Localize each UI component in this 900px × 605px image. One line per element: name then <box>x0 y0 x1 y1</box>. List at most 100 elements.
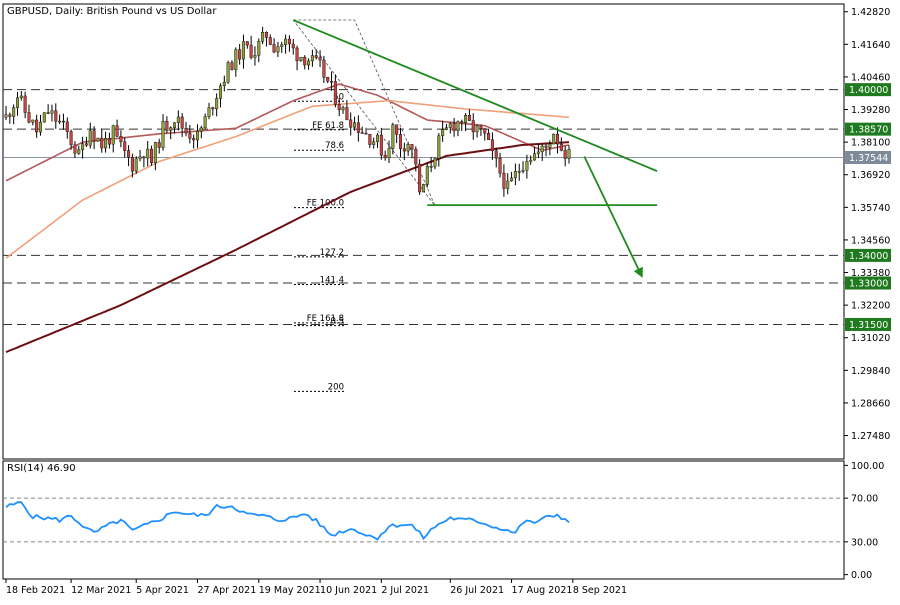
candle-body <box>548 143 552 148</box>
candle-body <box>46 112 50 114</box>
candle-body <box>287 38 291 45</box>
candle-body <box>8 114 12 117</box>
candle-body <box>383 154 387 159</box>
candle-body <box>138 156 142 160</box>
candle-body <box>100 137 104 149</box>
candle-body <box>391 124 395 149</box>
candle-body <box>50 110 54 114</box>
candle-body <box>299 56 303 62</box>
candle-body <box>31 119 35 123</box>
candle-body <box>536 151 540 154</box>
y-axis-tick-label: 1.42820 <box>851 7 890 18</box>
y-axis-tick-label: 1.29840 <box>851 366 890 377</box>
candle-body <box>475 125 479 133</box>
rsi-plot-area <box>2 460 845 580</box>
candle-body <box>322 59 326 78</box>
candle-body <box>157 142 161 148</box>
candle-body <box>276 46 280 53</box>
candle-body <box>245 41 249 46</box>
candle-body <box>65 121 69 132</box>
candle-body <box>318 57 322 61</box>
y-axis-tick-label: 1.40460 <box>851 72 890 83</box>
candle-body <box>238 49 242 60</box>
candle-body <box>4 114 8 118</box>
candle-body <box>280 44 284 47</box>
candle-body <box>150 148 154 163</box>
y-axis-tick-label: 1.39280 <box>851 105 890 116</box>
price-level-badge-label: 1.40000 <box>849 85 888 96</box>
fib-projection-triangle <box>292 19 436 206</box>
candle-body <box>35 119 39 133</box>
candle-body <box>241 41 245 60</box>
x-axis-tick-label: 19 May 2021 <box>259 585 321 596</box>
candle-body <box>444 127 448 130</box>
candle-body <box>502 172 506 189</box>
candle-body <box>533 153 537 161</box>
fib-level-label: 78.6 <box>325 141 344 151</box>
candle-body <box>337 104 341 111</box>
candle-body <box>314 55 318 58</box>
candle-body <box>345 107 349 121</box>
price-level-badge-label: 1.33000 <box>849 279 888 290</box>
candle-body <box>134 158 138 172</box>
candle-body <box>173 122 177 128</box>
candle-body <box>115 125 119 137</box>
x-axis-tick-label: 8 Sep 2021 <box>573 585 627 596</box>
candle-body <box>441 129 445 137</box>
candle-body <box>471 120 475 133</box>
candle-body <box>552 133 556 145</box>
candle-body <box>42 112 46 123</box>
candle-body <box>73 144 77 154</box>
candle-body <box>104 138 108 149</box>
candle-body <box>211 107 215 110</box>
candle-body <box>69 131 73 146</box>
y-axis-tick-label: 1.36920 <box>851 170 890 181</box>
candle-body <box>330 80 334 83</box>
candle-body <box>123 141 127 151</box>
main-plot-area <box>2 3 845 460</box>
fib-level-label: FE 61.8 <box>312 121 344 131</box>
candle-body <box>567 148 571 159</box>
candle-body <box>456 121 460 131</box>
x-axis-tick-label: 5 Apr 2021 <box>136 585 189 596</box>
candle-body <box>295 47 299 62</box>
candle-body <box>360 132 364 134</box>
candle-body <box>517 171 521 173</box>
candle-body <box>169 127 173 131</box>
price-level-badge <box>845 248 891 262</box>
candle-body <box>61 120 65 123</box>
price-level-badge-label: 1.34000 <box>849 251 888 262</box>
candle-body <box>199 127 203 132</box>
price-level-badge-label: 1.31500 <box>849 320 888 331</box>
rsi-y-axis-tick-label: 30.00 <box>851 537 878 548</box>
y-axis-tick-label: 1.38100 <box>851 138 890 149</box>
x-axis-tick-label: 10 Jun 2021 <box>320 585 377 596</box>
candle-body <box>23 95 27 113</box>
candle-body <box>425 166 429 185</box>
fib-level-label: 200 <box>328 382 344 392</box>
candle-body <box>218 85 222 99</box>
x-axis-tick-label: 18 Feb 2021 <box>6 585 65 596</box>
candle-body <box>418 163 422 193</box>
candle-body <box>188 132 192 139</box>
y-axis-tick-label: 1.41640 <box>851 40 890 51</box>
candle-body <box>353 122 357 128</box>
candle-body <box>195 130 199 141</box>
candle-body <box>341 107 345 111</box>
candle-body <box>257 41 261 56</box>
candle-body <box>77 149 81 154</box>
y-axis-tick-label: 1.33380 <box>851 268 890 279</box>
candle-body <box>310 55 314 62</box>
price-level-badge <box>845 83 891 97</box>
candle-body <box>184 127 188 134</box>
moving-average-line <box>5 99 570 259</box>
candle-body <box>84 143 88 146</box>
candle-body <box>88 130 92 146</box>
candle-body <box>111 125 115 145</box>
y-axis-tick-label: 1.27480 <box>851 431 890 442</box>
rsi-y-axis-tick-label: 100.00 <box>851 461 884 472</box>
candle-body <box>153 142 157 163</box>
candle-body <box>303 56 307 66</box>
candle-body <box>494 150 498 159</box>
